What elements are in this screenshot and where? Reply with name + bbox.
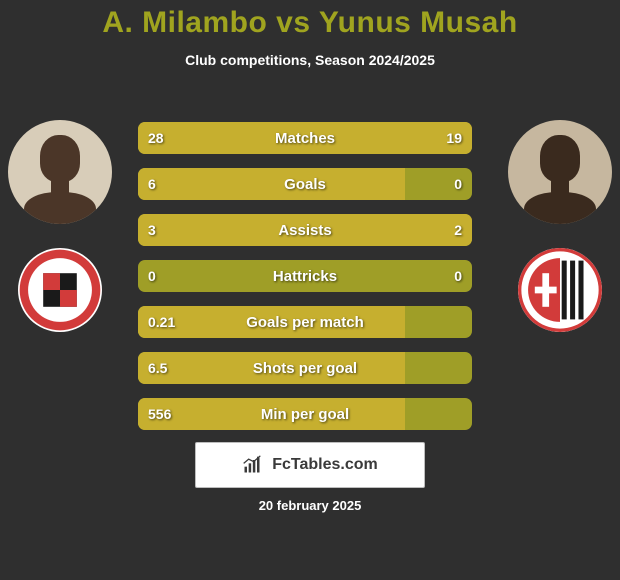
stat-row: 60Goals [138,168,472,200]
stat-label: Hattricks [138,260,472,292]
stat-label: Goals [138,168,472,200]
club-logo-left [18,248,102,332]
page-title: A. Milambo vs Yunus Musah [0,0,620,40]
stat-label: Goals per match [138,306,472,338]
subtitle: Club competitions, Season 2024/2025 [0,52,620,68]
comparison-card: A. Milambo vs Yunus Musah Club competiti… [0,0,620,580]
stat-label: Shots per goal [138,352,472,384]
avatar-silhouette-left [8,120,112,224]
footer-date: 20 february 2025 [0,498,620,513]
site-badge[interactable]: FcTables.com [195,442,425,488]
stat-row: 0.21Goals per match [138,306,472,338]
stat-label: Matches [138,122,472,154]
avatar-silhouette-right [508,120,612,224]
head-silhouette-icon [24,134,97,224]
stats-container: 2819Matches 60Goals 32Assists 00Hattricks 0.… [138,122,472,444]
acmilan-logo-icon [518,248,602,332]
chart-icon [242,455,262,475]
head-silhouette-icon [524,134,597,224]
site-name: FcTables.com [272,456,378,474]
stat-row: 6.5Shots per goal [138,352,472,384]
stat-row: 2819Matches [138,122,472,154]
stat-row: 556Min per goal [138,398,472,430]
player-avatar-right [508,120,612,224]
stat-row: 00Hattricks [138,260,472,292]
club-logo-right [518,248,602,332]
player-avatar-left [8,120,112,224]
feyenoord-logo-icon [18,248,102,332]
stat-label: Min per goal [138,398,472,430]
stat-row: 32Assists [138,214,472,246]
stat-label: Assists [138,214,472,246]
